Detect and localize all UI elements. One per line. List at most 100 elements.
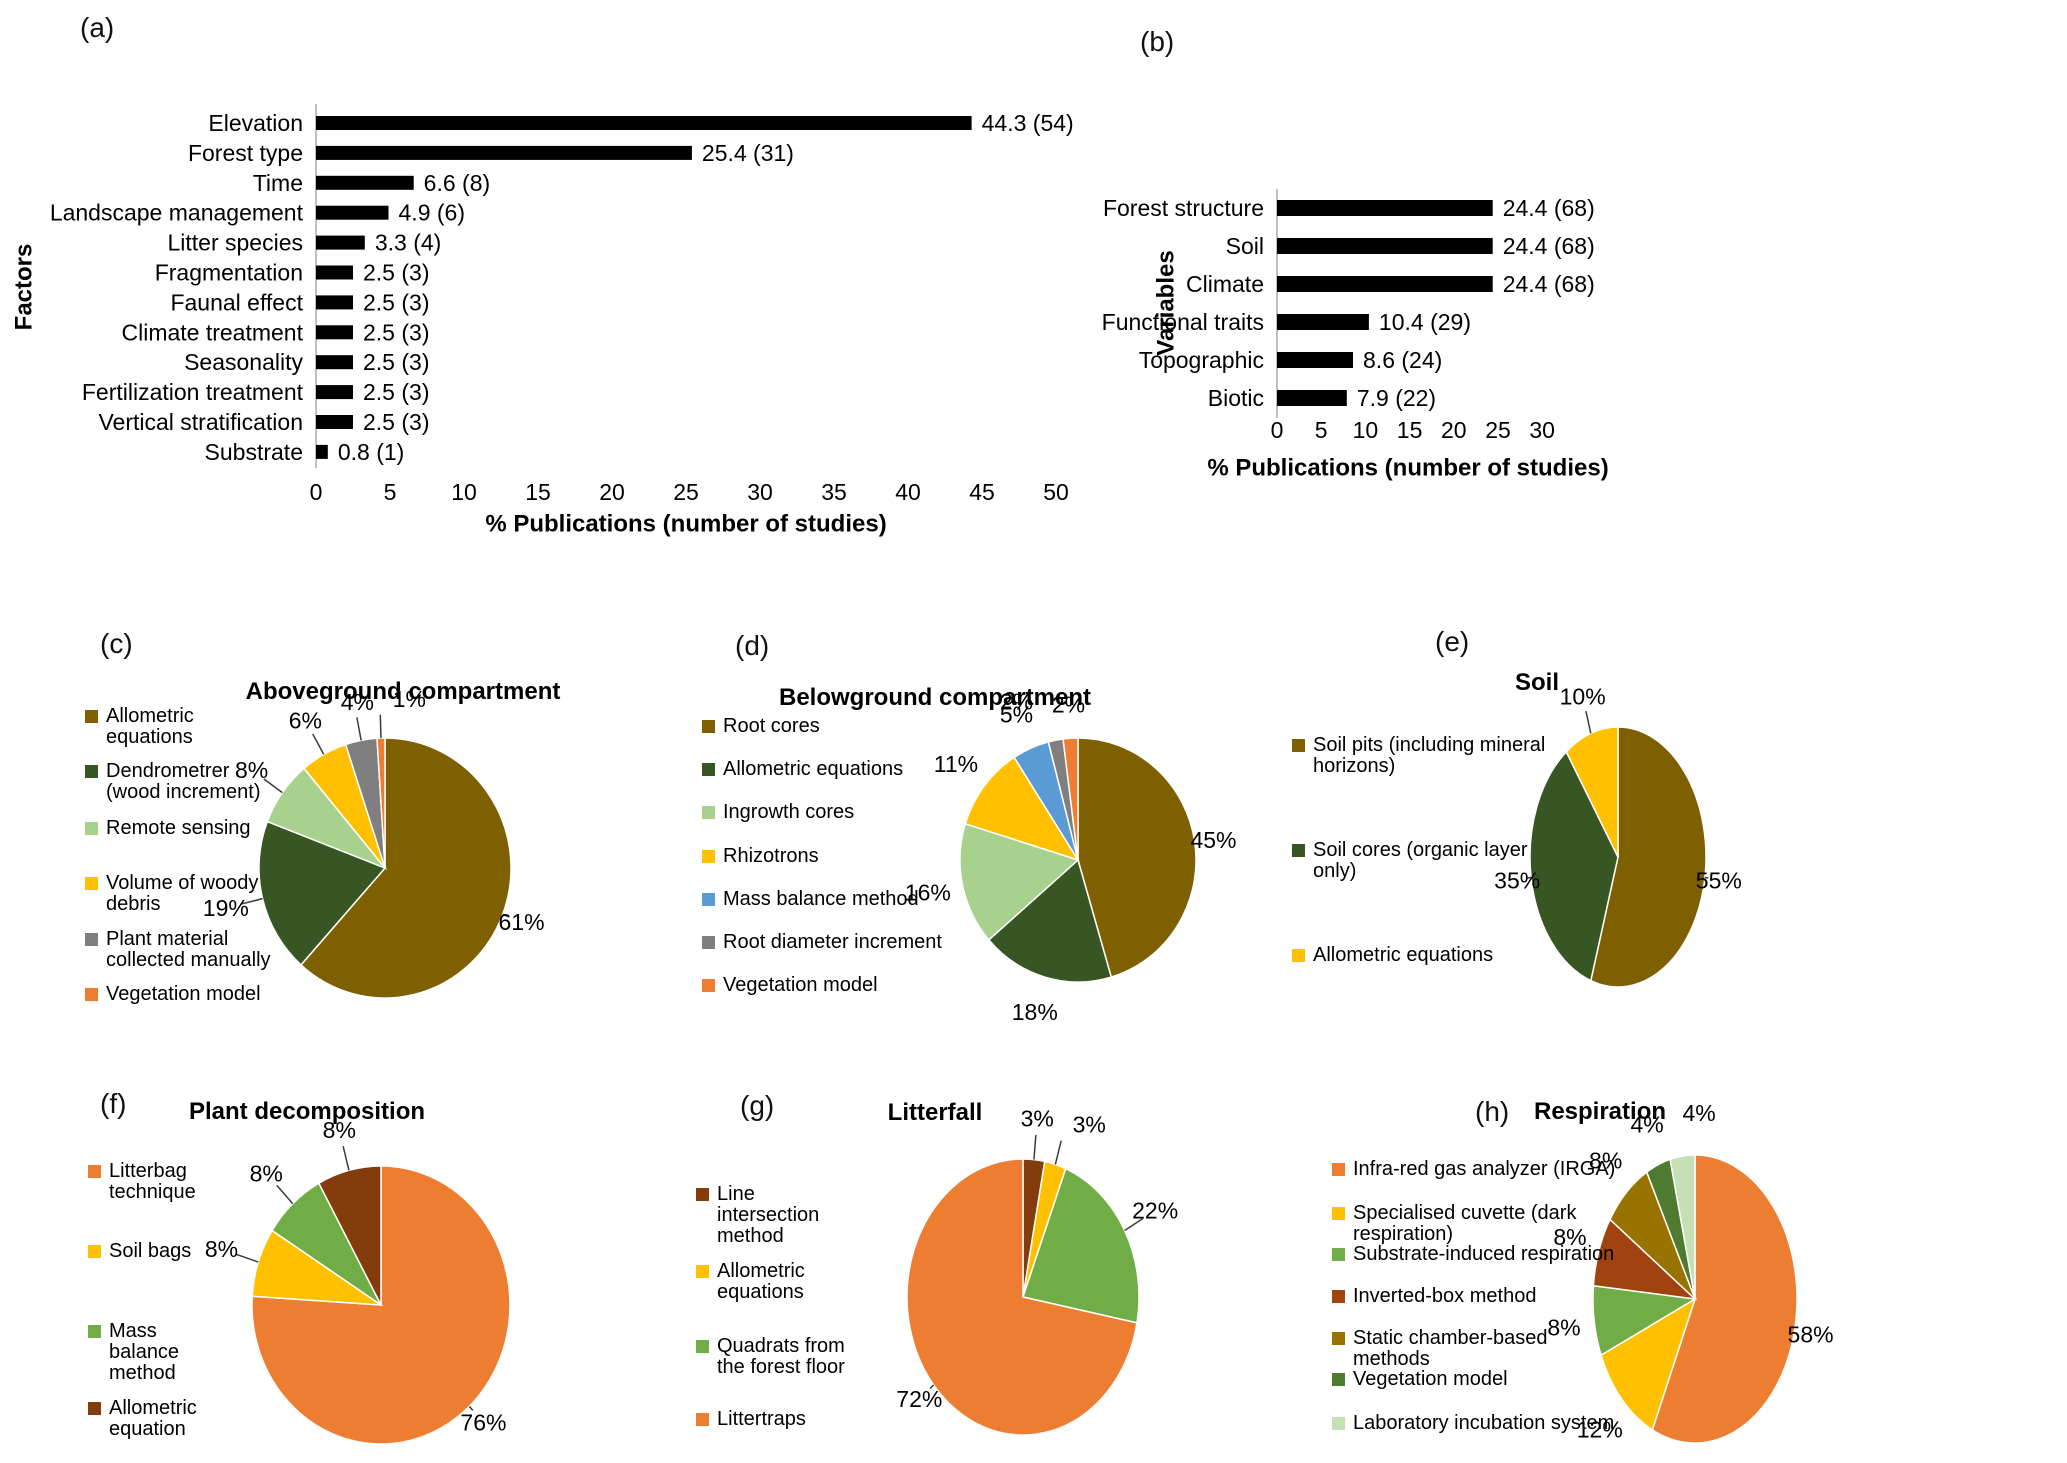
legend-label: Ingrowth cores: [723, 801, 855, 823]
leader-line: [235, 1253, 259, 1263]
bar: [316, 145, 692, 160]
bar: [1277, 314, 1369, 330]
x-tick-label: 40: [895, 479, 921, 505]
pie-percent-label: 8%: [235, 757, 268, 783]
panel-letter-d: (d): [735, 630, 770, 661]
pie-slice: [959, 822, 1080, 941]
category-label: Seasonality: [184, 349, 303, 375]
leader-line: [929, 1384, 935, 1390]
x-tick-label: 20: [1441, 417, 1467, 443]
bar: [1277, 238, 1493, 254]
legend-label: Allometric equations: [717, 1260, 805, 1303]
bar-value-label: 25.4 (31): [702, 140, 794, 166]
legend-label: Allometric equations: [1313, 944, 1494, 966]
pie-percent-label: 22%: [1132, 1198, 1178, 1224]
legend-item: Dendrometrer (wood increment): [85, 761, 277, 803]
legend-label: Mass balance method: [109, 1320, 180, 1384]
pie-percent-label: 11%: [934, 751, 978, 777]
x-tick-label: 15: [525, 479, 551, 505]
x-tick-label: 35: [821, 479, 847, 505]
legend-color-chip: [85, 710, 98, 723]
panel-letter-g: (g): [740, 1090, 775, 1121]
pie-percent-label: 4%: [341, 689, 374, 715]
x-tick-label: 5: [1315, 417, 1328, 443]
legend-color-chip: [696, 1340, 709, 1353]
legend-item: Rhizotrons: [702, 846, 944, 867]
leader-line: [240, 897, 263, 905]
pie-percent-label: 1%: [393, 686, 426, 712]
pie-chart: 58% 12% 8% 8% 8% 4% 4%: [1547, 1100, 1834, 1444]
bar-value-label: 24.4 (68): [1503, 271, 1595, 297]
category-label: Elevation: [208, 110, 303, 136]
legend-label: Rhizotrons: [723, 845, 819, 867]
pie-slice: [299, 737, 512, 999]
legend-label: Vegetation model: [1353, 1368, 1508, 1390]
leader-line: [379, 714, 382, 739]
category-label: Substrate: [205, 439, 303, 465]
legend-item: Ingrowth cores: [702, 802, 944, 823]
x-tick-label: 5: [384, 479, 397, 505]
legend-label: Infra-red gas analyzer (IRGA): [1353, 1158, 1616, 1180]
bar-value-label: 4.9 (6): [399, 200, 465, 226]
legend-item: Specialised cuvette (dark respiration): [1332, 1203, 1624, 1245]
pie-percent-label: 45%: [1190, 827, 1236, 853]
legend-item: Allometric equations: [85, 706, 277, 748]
legend-color-chip: [1332, 1332, 1345, 1345]
pie-percent-label: 55%: [1696, 868, 1742, 894]
x-tick-label: 10: [451, 479, 477, 505]
legend-color-chip: [88, 1325, 101, 1338]
legend-item: Laboratory incubation system: [1332, 1413, 1624, 1434]
pie-title-soil: Soil: [1514, 669, 1560, 696]
legend-label: Plant material collected manually: [106, 928, 271, 971]
pie-slice: [1651, 1154, 1798, 1444]
legend-color-chip: [702, 763, 715, 776]
pie-percent-label: 6%: [289, 707, 322, 733]
bar: [316, 385, 353, 400]
category-label: Landscape management: [50, 200, 304, 226]
legend-label: Inverted-box method: [1353, 1285, 1537, 1307]
legend-color-chip: [696, 1265, 709, 1278]
bar-value-label: 10.4 (29): [1379, 309, 1471, 335]
bar: [1277, 276, 1493, 292]
pie-slice: [1529, 750, 1619, 982]
legend-item: Remote sensing: [85, 818, 277, 839]
legend-item: Allometric equation: [88, 1398, 230, 1440]
pie-percent-label: 10%: [1560, 683, 1606, 709]
legend-item: Allometric equations: [702, 759, 944, 780]
pie-slice: [964, 756, 1080, 862]
legend-item: Mass balance method: [88, 1321, 230, 1384]
bar: [1277, 352, 1353, 368]
x-tick-label: 20: [599, 479, 625, 505]
pie-percent-label: 8%: [250, 1160, 283, 1186]
leader-line: [276, 1184, 294, 1205]
x-tick-label: 45: [969, 479, 995, 505]
bar-value-label: 24.4 (68): [1503, 233, 1595, 259]
legend-color-chip: [85, 877, 98, 890]
x-tick-label: 0: [1271, 417, 1284, 443]
pie-chart: 76% 8% 8% 8%: [205, 1117, 511, 1445]
category-label: Climate: [1186, 271, 1264, 297]
legend-color-chip: [1332, 1248, 1345, 1261]
pie-percent-label: 3%: [1073, 1112, 1106, 1138]
legend-item: Allometric equations: [1292, 945, 1564, 966]
legend-color-chip: [1332, 1290, 1345, 1303]
leader-line: [1124, 1217, 1144, 1232]
pie-percent-label: 5%: [1000, 702, 1033, 728]
pie-slice: [1669, 1154, 1696, 1300]
legend-item: Soil bags: [88, 1241, 230, 1262]
bar-value-label: 44.3 (54): [982, 110, 1074, 136]
legend-label: Soil pits (including mineral horizons): [1313, 734, 1546, 777]
bar-value-label: 2.5 (3): [363, 409, 429, 435]
x-tick-label: 10: [1353, 417, 1379, 443]
category-label: Biotic: [1208, 385, 1264, 411]
category-label: Vertical stratification: [98, 409, 303, 435]
pie-chart: 45%18%16%11%5% 2%2%: [905, 689, 1237, 1025]
leader-line: [342, 1145, 350, 1171]
legend-color-chip: [702, 936, 715, 949]
legend-label: Remote sensing: [106, 817, 251, 839]
legend-color-chip: [85, 822, 98, 835]
bar-chart: Forest structure 24.4 (68) Soil 24.4 (68) Cl…: [1102, 189, 1609, 482]
legend-item: Root diameter increment: [702, 932, 944, 953]
x-tick-label: 15: [1397, 417, 1423, 443]
